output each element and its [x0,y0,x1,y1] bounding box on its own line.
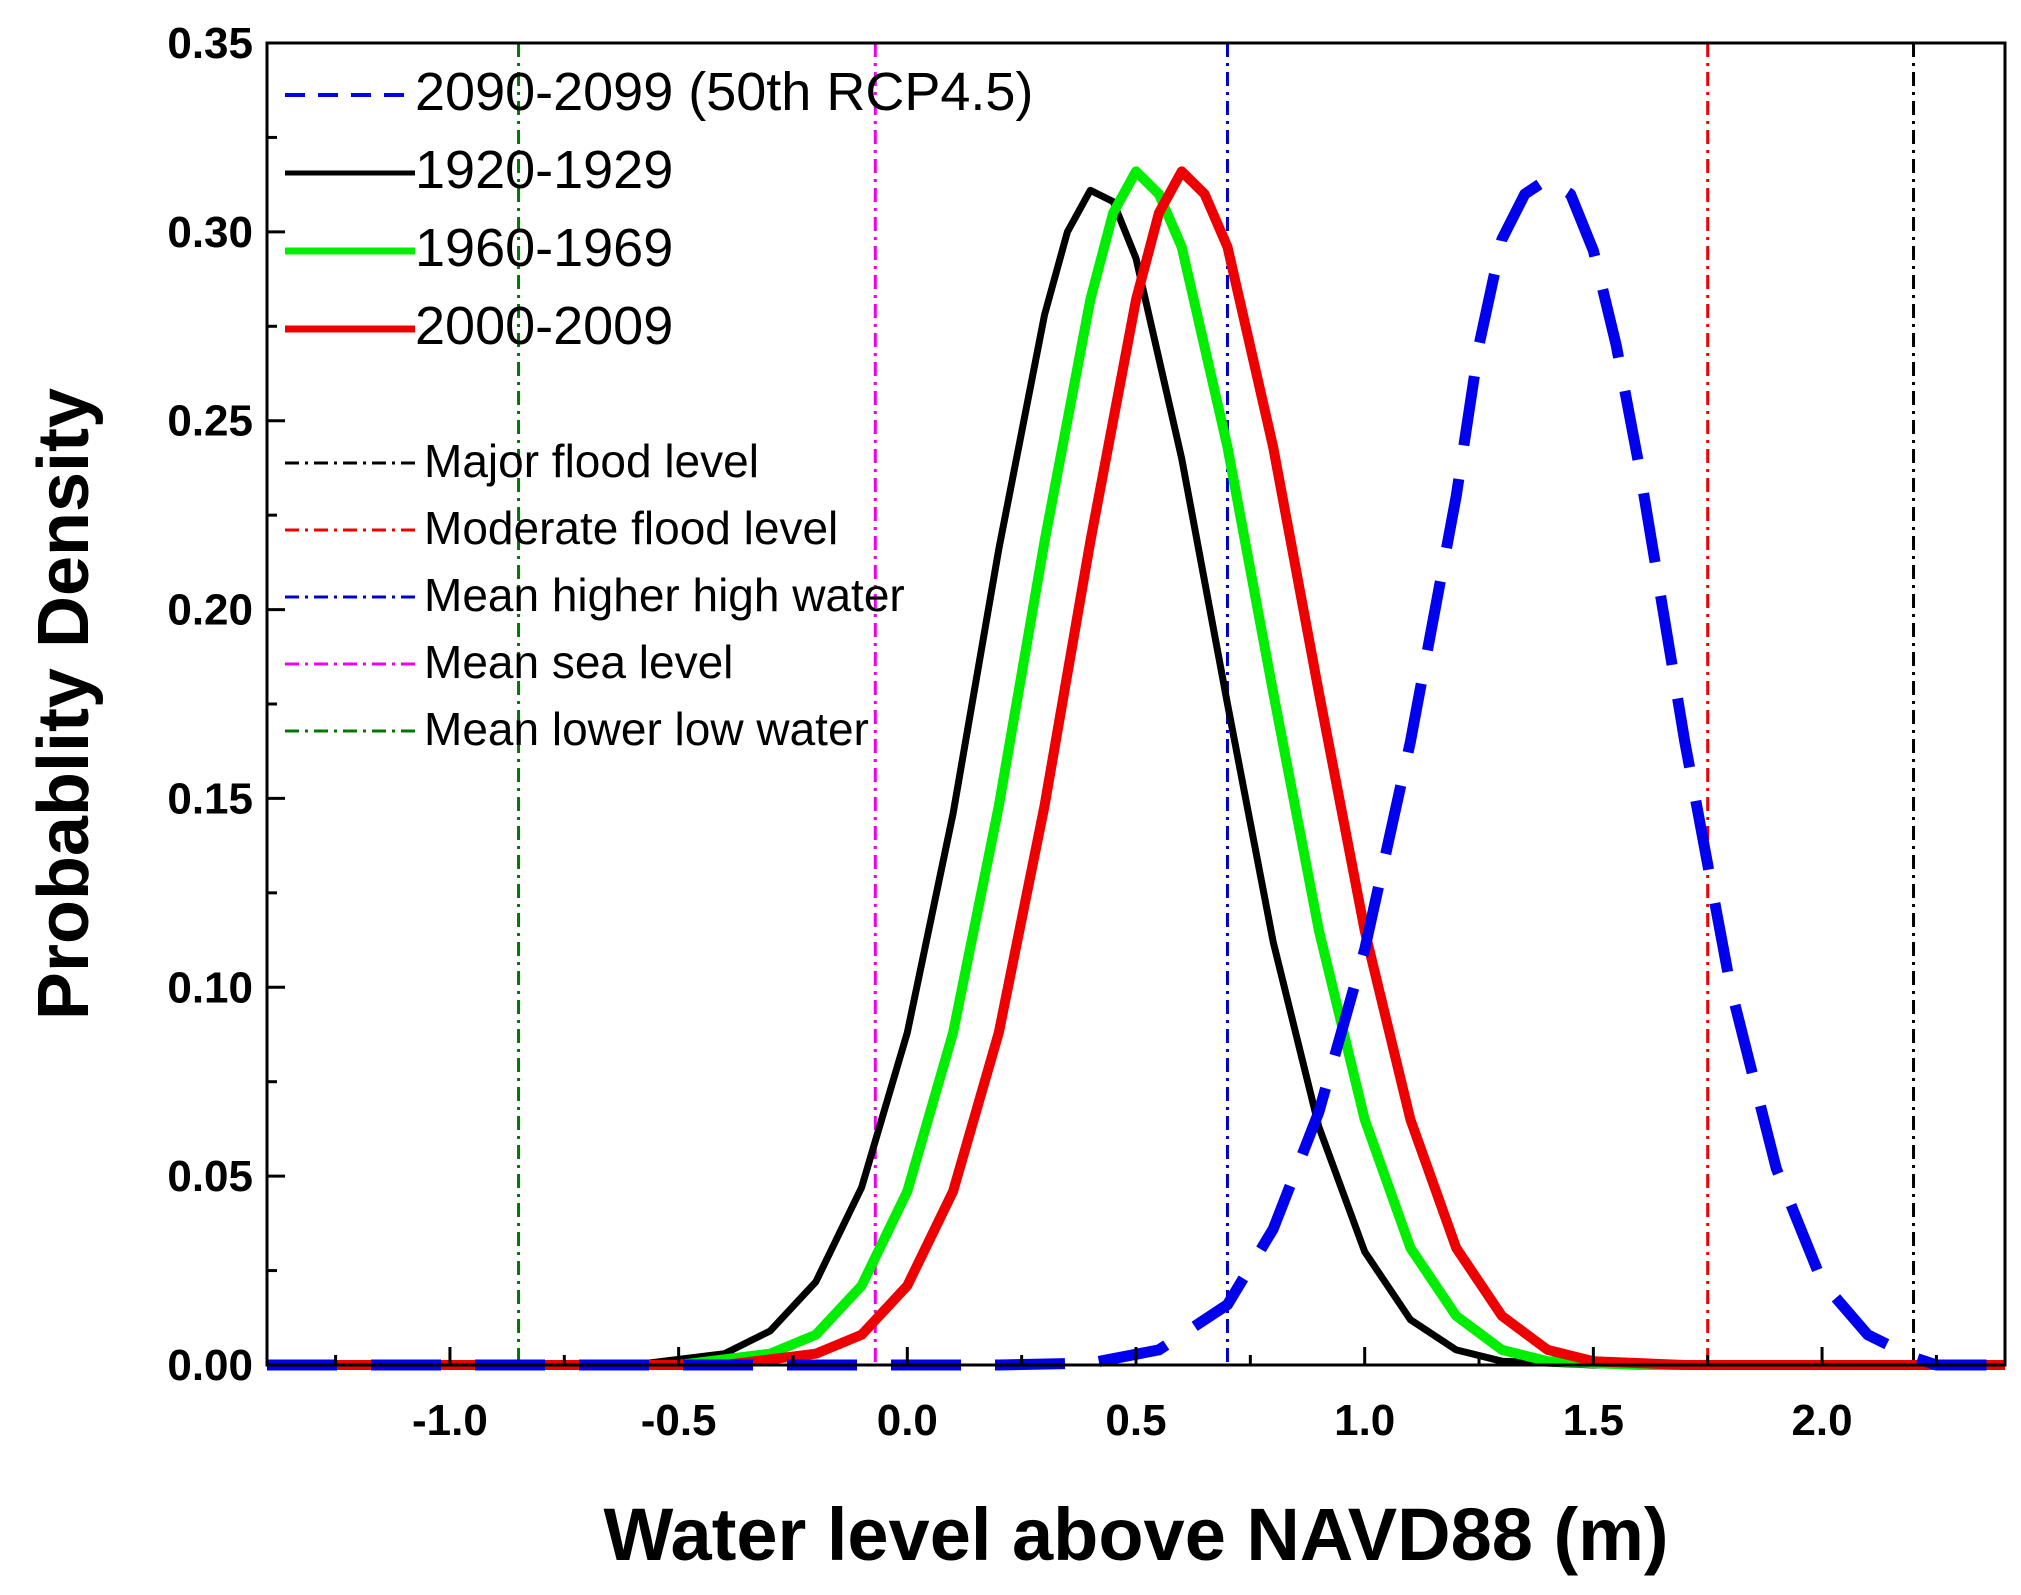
series-line-1 [267,186,2005,1369]
x-tick-label: 2.0 [1791,1396,1852,1445]
y-tick-label: 0.10 [167,963,253,1012]
legend-label-1: 1920-1929 [415,140,673,200]
y-tick-label: 0.15 [167,774,253,823]
series-lines [267,166,2005,1371]
legend-ref-label-0: Major flood level [424,435,759,487]
x-tick-label: 1.5 [1563,1396,1624,1445]
x-tick-label: 0.0 [877,1396,938,1445]
y-axis-ticks: 0.00 0.05 0.10 0.15 0.20 0.25 0.30 0.35 [167,19,285,1390]
legend-ref-label-4: Mean lower low water [424,703,869,755]
legend-label-3: 2000-2009 [415,296,673,356]
x-axis-title: Water level above NAVD88 (m) [603,1493,1668,1576]
legend: 2090-2099 (50th RCP4.5) 1920-1929 1960-196… [285,62,1033,755]
legend-ref-label-1: Moderate flood level [424,502,838,554]
y-tick-label: 0.30 [167,208,253,257]
x-tick-label: 1.0 [1334,1396,1395,1445]
y-tick-label: 0.35 [167,19,253,68]
series-line-2 [267,166,2005,1370]
x-tick-label: -0.5 [641,1396,717,1445]
legend-ref-label-3: Mean sea level [424,636,733,688]
y-tick-label: 0.25 [167,397,253,446]
legend-label-0: 2090-2099 (50th RCP4.5) [415,62,1033,122]
x-axis-ticks: -1.0 -0.5 0.0 0.5 1.0 1.5 2.0 [334,1347,1938,1445]
y-tick-label: 0.00 [167,1341,253,1390]
y-tick-label: 0.05 [167,1152,253,1201]
x-tick-label: -1.0 [412,1396,488,1445]
x-tick-label: 0.5 [1105,1396,1166,1445]
y-axis-title: Probablity Density [24,388,104,1020]
series-line-3 [267,166,2005,1370]
y-tick-label: 0.20 [167,586,253,635]
legend-ref-label-2: Mean higher high water [424,569,905,621]
series-line-0 [267,173,2005,1371]
legend-label-2: 1960-1969 [415,218,673,278]
